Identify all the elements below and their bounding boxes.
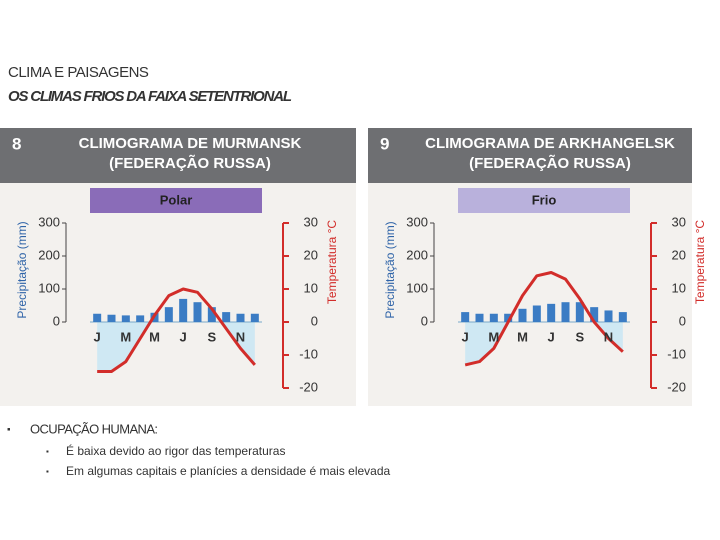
- precipitation-bar: [193, 302, 202, 322]
- y-tick-label: 100: [406, 280, 428, 295]
- y-axis-title: Precipitação (mm): [15, 221, 29, 318]
- x-tick-label: J: [462, 329, 469, 344]
- x-tick-label: N: [236, 329, 245, 344]
- x-tick-label: M: [120, 329, 131, 344]
- precipitation-bar: [547, 303, 556, 322]
- y2-tick-label: -20: [299, 379, 318, 394]
- chart-title: CLIMOGRAMA DE ARKHANGELSK: [425, 135, 675, 152]
- x-tick-label: N: [604, 329, 613, 344]
- y-tick-label: 200: [38, 247, 60, 262]
- y2-tick-label: 30: [304, 214, 318, 229]
- y2-tick-label: -20: [667, 379, 686, 394]
- y-tick-label: 0: [53, 313, 60, 328]
- y-tick-label: 300: [406, 214, 428, 229]
- precipitation-bar: [107, 314, 116, 322]
- cold-shading: [97, 322, 255, 372]
- y-tick-label: 100: [38, 280, 60, 295]
- chart-header: [368, 128, 692, 183]
- y-tick-label: 300: [38, 214, 60, 229]
- x-tick-label: J: [548, 329, 555, 344]
- x-tick-label: M: [149, 329, 160, 344]
- precipitation-bar: [136, 315, 145, 322]
- temperature-line: [97, 287, 256, 373]
- precipitation-bar: [207, 307, 216, 322]
- x-tick-label: J: [180, 329, 187, 344]
- precipitation-bar: [461, 312, 470, 322]
- slide-subtitle: OS CLIMAS FRIOS DA FAIXA SETENTRIONAL: [8, 88, 292, 105]
- x-tick-label: S: [575, 329, 584, 344]
- cold-shading: [465, 322, 623, 365]
- y2-tick-label: 0: [679, 313, 686, 328]
- climate-band: [458, 188, 630, 213]
- precipitation-bar: [561, 302, 570, 322]
- chart-header: [0, 128, 356, 183]
- precipitation-bar: [604, 310, 613, 322]
- y2-axis-title: Temperatura °C: [693, 220, 707, 304]
- precipitation-bar: [236, 313, 245, 322]
- climate-label: Frio: [532, 192, 557, 207]
- chart-number: 8: [12, 134, 21, 153]
- y-axis-title: Precipitação (mm): [383, 221, 397, 318]
- precipitation-bar: [575, 302, 584, 322]
- y2-tick-label: 10: [672, 280, 686, 295]
- precipitation-bar: [179, 298, 188, 322]
- slide-title: CLIMA E PAISAGENS: [8, 64, 149, 81]
- bullet-item: Em algumas capitais e planícies a densid…: [66, 464, 391, 478]
- temperature-line: [464, 271, 624, 367]
- climate-band: [90, 188, 262, 213]
- precipitation-bar: [121, 315, 130, 322]
- bullet-mark: ▪: [46, 467, 49, 476]
- bullet-text: OCUPAÇÃO HUMANA:: [30, 421, 157, 436]
- y2-tick-label: 20: [672, 247, 686, 262]
- precipitation-bar: [93, 313, 102, 322]
- y2-tick-label: -10: [667, 346, 686, 361]
- x-tick-label: J: [94, 329, 101, 344]
- y2-tick-label: 20: [304, 247, 318, 262]
- precipitation-bar: [489, 313, 498, 322]
- bullet-mark: ▪: [46, 447, 49, 456]
- x-tick-label: M: [517, 329, 528, 344]
- precipitation-bar: [475, 313, 484, 322]
- x-tick-label: M: [488, 329, 499, 344]
- precipitation-bar: [504, 313, 513, 322]
- y2-axis-title: Temperatura °C: [325, 220, 339, 304]
- chart-title: CLIMOGRAMA DE MURMANSK: [79, 135, 302, 152]
- y2-tick-label: -10: [299, 346, 318, 361]
- y2-tick-label: 30: [672, 214, 686, 229]
- precipitation-bar: [532, 305, 541, 322]
- chart-number: 9: [380, 134, 389, 153]
- precipitation-bar: [250, 313, 259, 322]
- bullet-item: É baixa devido ao rigor das temperaturas: [66, 443, 285, 458]
- climate-label: Polar: [160, 192, 193, 207]
- y2-tick-label: 0: [311, 313, 318, 328]
- chart-subtitle: (FEDERAÇÃO RUSSA): [109, 154, 271, 172]
- precipitation-bar: [618, 312, 627, 322]
- precipitation-bar: [164, 307, 173, 322]
- x-tick-label: S: [207, 329, 216, 344]
- y2-tick-label: 10: [304, 280, 318, 295]
- y-tick-label: 200: [406, 247, 428, 262]
- precipitation-bar: [518, 308, 527, 322]
- precipitation-bar: [590, 307, 599, 322]
- bullet-mark: ▪: [7, 425, 11, 436]
- precipitation-bar: [222, 312, 231, 322]
- chart-subtitle: (FEDERAÇÃO RUSSA): [469, 154, 631, 172]
- y-tick-label: 0: [421, 313, 428, 328]
